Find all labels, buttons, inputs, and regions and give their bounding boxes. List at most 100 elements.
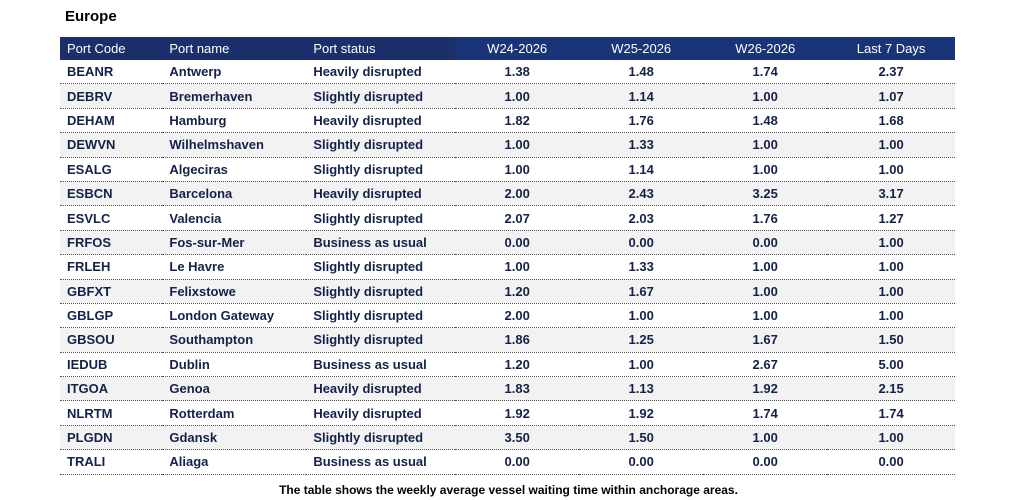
value-cell: 3.17 [827, 181, 955, 207]
value-cell: 0.00 [455, 449, 580, 475]
value-cell: 0.00 [579, 449, 704, 475]
table-header: Port Code Port name Port status W24-2026 W25… [60, 37, 955, 60]
text-cell: DEHAM [60, 108, 163, 134]
value-cell: 1.00 [579, 352, 704, 378]
value-cell: 1.82 [455, 108, 580, 134]
text-cell: Aliaga [162, 449, 307, 475]
text-cell: Heavily disrupted [306, 376, 456, 402]
text-cell: Heavily disrupted [306, 181, 456, 207]
text-cell: Valencia [162, 205, 307, 231]
text-cell: Slightly disrupted [306, 157, 456, 182]
table-row: GBLGP London Gateway Slightly disrupted 2.0… [60, 303, 955, 329]
value-cell: 1.00 [703, 279, 828, 304]
value-cell: 1.48 [579, 60, 704, 85]
value-cell: 1.14 [579, 83, 704, 109]
column-header: Port Code [60, 37, 163, 60]
text-cell: ESALG [60, 157, 163, 182]
text-cell: Slightly disrupted [306, 303, 456, 329]
text-cell: Wilhelmshaven [162, 132, 307, 158]
value-cell: 1.76 [579, 108, 704, 134]
text-cell: Dublin [162, 352, 307, 378]
value-cell: 3.50 [455, 425, 580, 451]
text-cell: Business as usual [306, 449, 456, 475]
text-cell: FRFOS [60, 230, 163, 256]
table-row: GBFXT Felixstowe Slightly disrupted 1.20 1.6… [60, 279, 955, 304]
table-row: DEHAM Hamburg Heavily disrupted 1.82 1.76 1.4… [60, 108, 955, 134]
value-cell: 1.25 [579, 327, 704, 353]
value-cell: 1.00 [827, 230, 955, 256]
value-cell: 1.00 [827, 132, 955, 158]
text-cell: Rotterdam [162, 400, 307, 426]
column-header: W24-2026 [455, 37, 580, 60]
value-cell: 2.00 [455, 303, 580, 329]
text-cell: Barcelona [162, 181, 307, 207]
text-cell: Antwerp [162, 60, 307, 85]
column-header: W26-2026 [703, 37, 828, 60]
value-cell: 1.74 [827, 400, 955, 426]
text-cell: ITGOA [60, 376, 163, 402]
caption: The table shows the weekly average vesse… [279, 483, 738, 497]
port-table: Port Code Port name Port status W24-2026 W25… [60, 37, 955, 475]
value-cell: 2.03 [579, 205, 704, 231]
text-cell: Slightly disrupted [306, 205, 456, 231]
value-cell: 2.37 [827, 60, 955, 85]
text-cell: Slightly disrupted [306, 425, 456, 451]
value-cell: 1.20 [455, 279, 580, 304]
table-row: ESVLC Valencia Slightly disrupted 2.07 2.03 1… [60, 205, 955, 231]
value-cell: 1.00 [827, 157, 955, 182]
text-cell: Felixstowe [162, 279, 307, 304]
table-body: BEANR Antwerp Heavily disrupted 1.38 1.48 1.7… [60, 60, 955, 475]
text-cell: Bremerhaven [162, 83, 307, 109]
text-cell: PLGDN [60, 425, 163, 451]
value-cell: 2.43 [579, 181, 704, 207]
value-cell: 5.00 [827, 352, 955, 378]
text-cell: Genoa [162, 376, 307, 402]
text-cell: DEBRV [60, 83, 163, 109]
table-row: ESALG Algeciras Slightly disrupted 1.00 1.14… [60, 157, 955, 182]
value-cell: 1.00 [703, 132, 828, 158]
text-cell: Slightly disrupted [306, 132, 456, 158]
value-cell: 1.00 [703, 157, 828, 182]
text-cell: Southampton [162, 327, 307, 353]
table-row: DEBRV Bremerhaven Slightly disrupted 1.00 1.… [60, 83, 955, 109]
text-cell: GBFXT [60, 279, 163, 304]
text-cell: GBLGP [60, 303, 163, 329]
value-cell: 1.76 [703, 205, 828, 231]
value-cell: 2.00 [455, 181, 580, 207]
text-cell: DEWVN [60, 132, 163, 158]
text-cell: FRLEH [60, 254, 163, 280]
table-row: TRALI Aliaga Business as usual 0.00 0.00 0.00… [60, 449, 955, 475]
column-header: Port status [306, 37, 456, 60]
text-cell: Gdansk [162, 425, 307, 451]
value-cell: 2.67 [703, 352, 828, 378]
text-cell: NLRTM [60, 400, 163, 426]
text-cell: Slightly disrupted [306, 254, 456, 280]
value-cell: 1.00 [703, 425, 828, 451]
text-cell: London Gateway [162, 303, 307, 329]
value-cell: 1.00 [703, 83, 828, 109]
value-cell: 1.00 [827, 254, 955, 280]
value-cell: 1.48 [703, 108, 828, 134]
value-cell: 1.38 [455, 60, 580, 85]
table-row: ITGOA Genoa Heavily disrupted 1.83 1.13 1.92 2… [60, 376, 955, 402]
table-row: BEANR Antwerp Heavily disrupted 1.38 1.48 1.7… [60, 60, 955, 85]
value-cell: 1.50 [827, 327, 955, 353]
table-row: FRLEH Le Havre Slightly disrupted 1.00 1.33 1… [60, 254, 955, 280]
value-cell: 1.92 [579, 400, 704, 426]
value-cell: 1.13 [579, 376, 704, 402]
value-cell: 1.92 [703, 376, 828, 402]
value-cell: 1.74 [703, 400, 828, 426]
text-cell: GBSOU [60, 327, 163, 353]
value-cell: 1.00 [455, 83, 580, 109]
text-cell: Slightly disrupted [306, 279, 456, 304]
table-row: ESBCN Barcelona Heavily disrupted 2.00 2.43 3… [60, 181, 955, 207]
value-cell: 1.67 [579, 279, 704, 304]
value-cell: 1.86 [455, 327, 580, 353]
column-header: W25-2026 [579, 37, 704, 60]
column-header: Last 7 Days [827, 37, 955, 60]
text-cell: Slightly disrupted [306, 327, 456, 353]
value-cell: 0.00 [827, 449, 955, 475]
column-header: Port name [162, 37, 307, 60]
value-cell: 1.92 [455, 400, 580, 426]
